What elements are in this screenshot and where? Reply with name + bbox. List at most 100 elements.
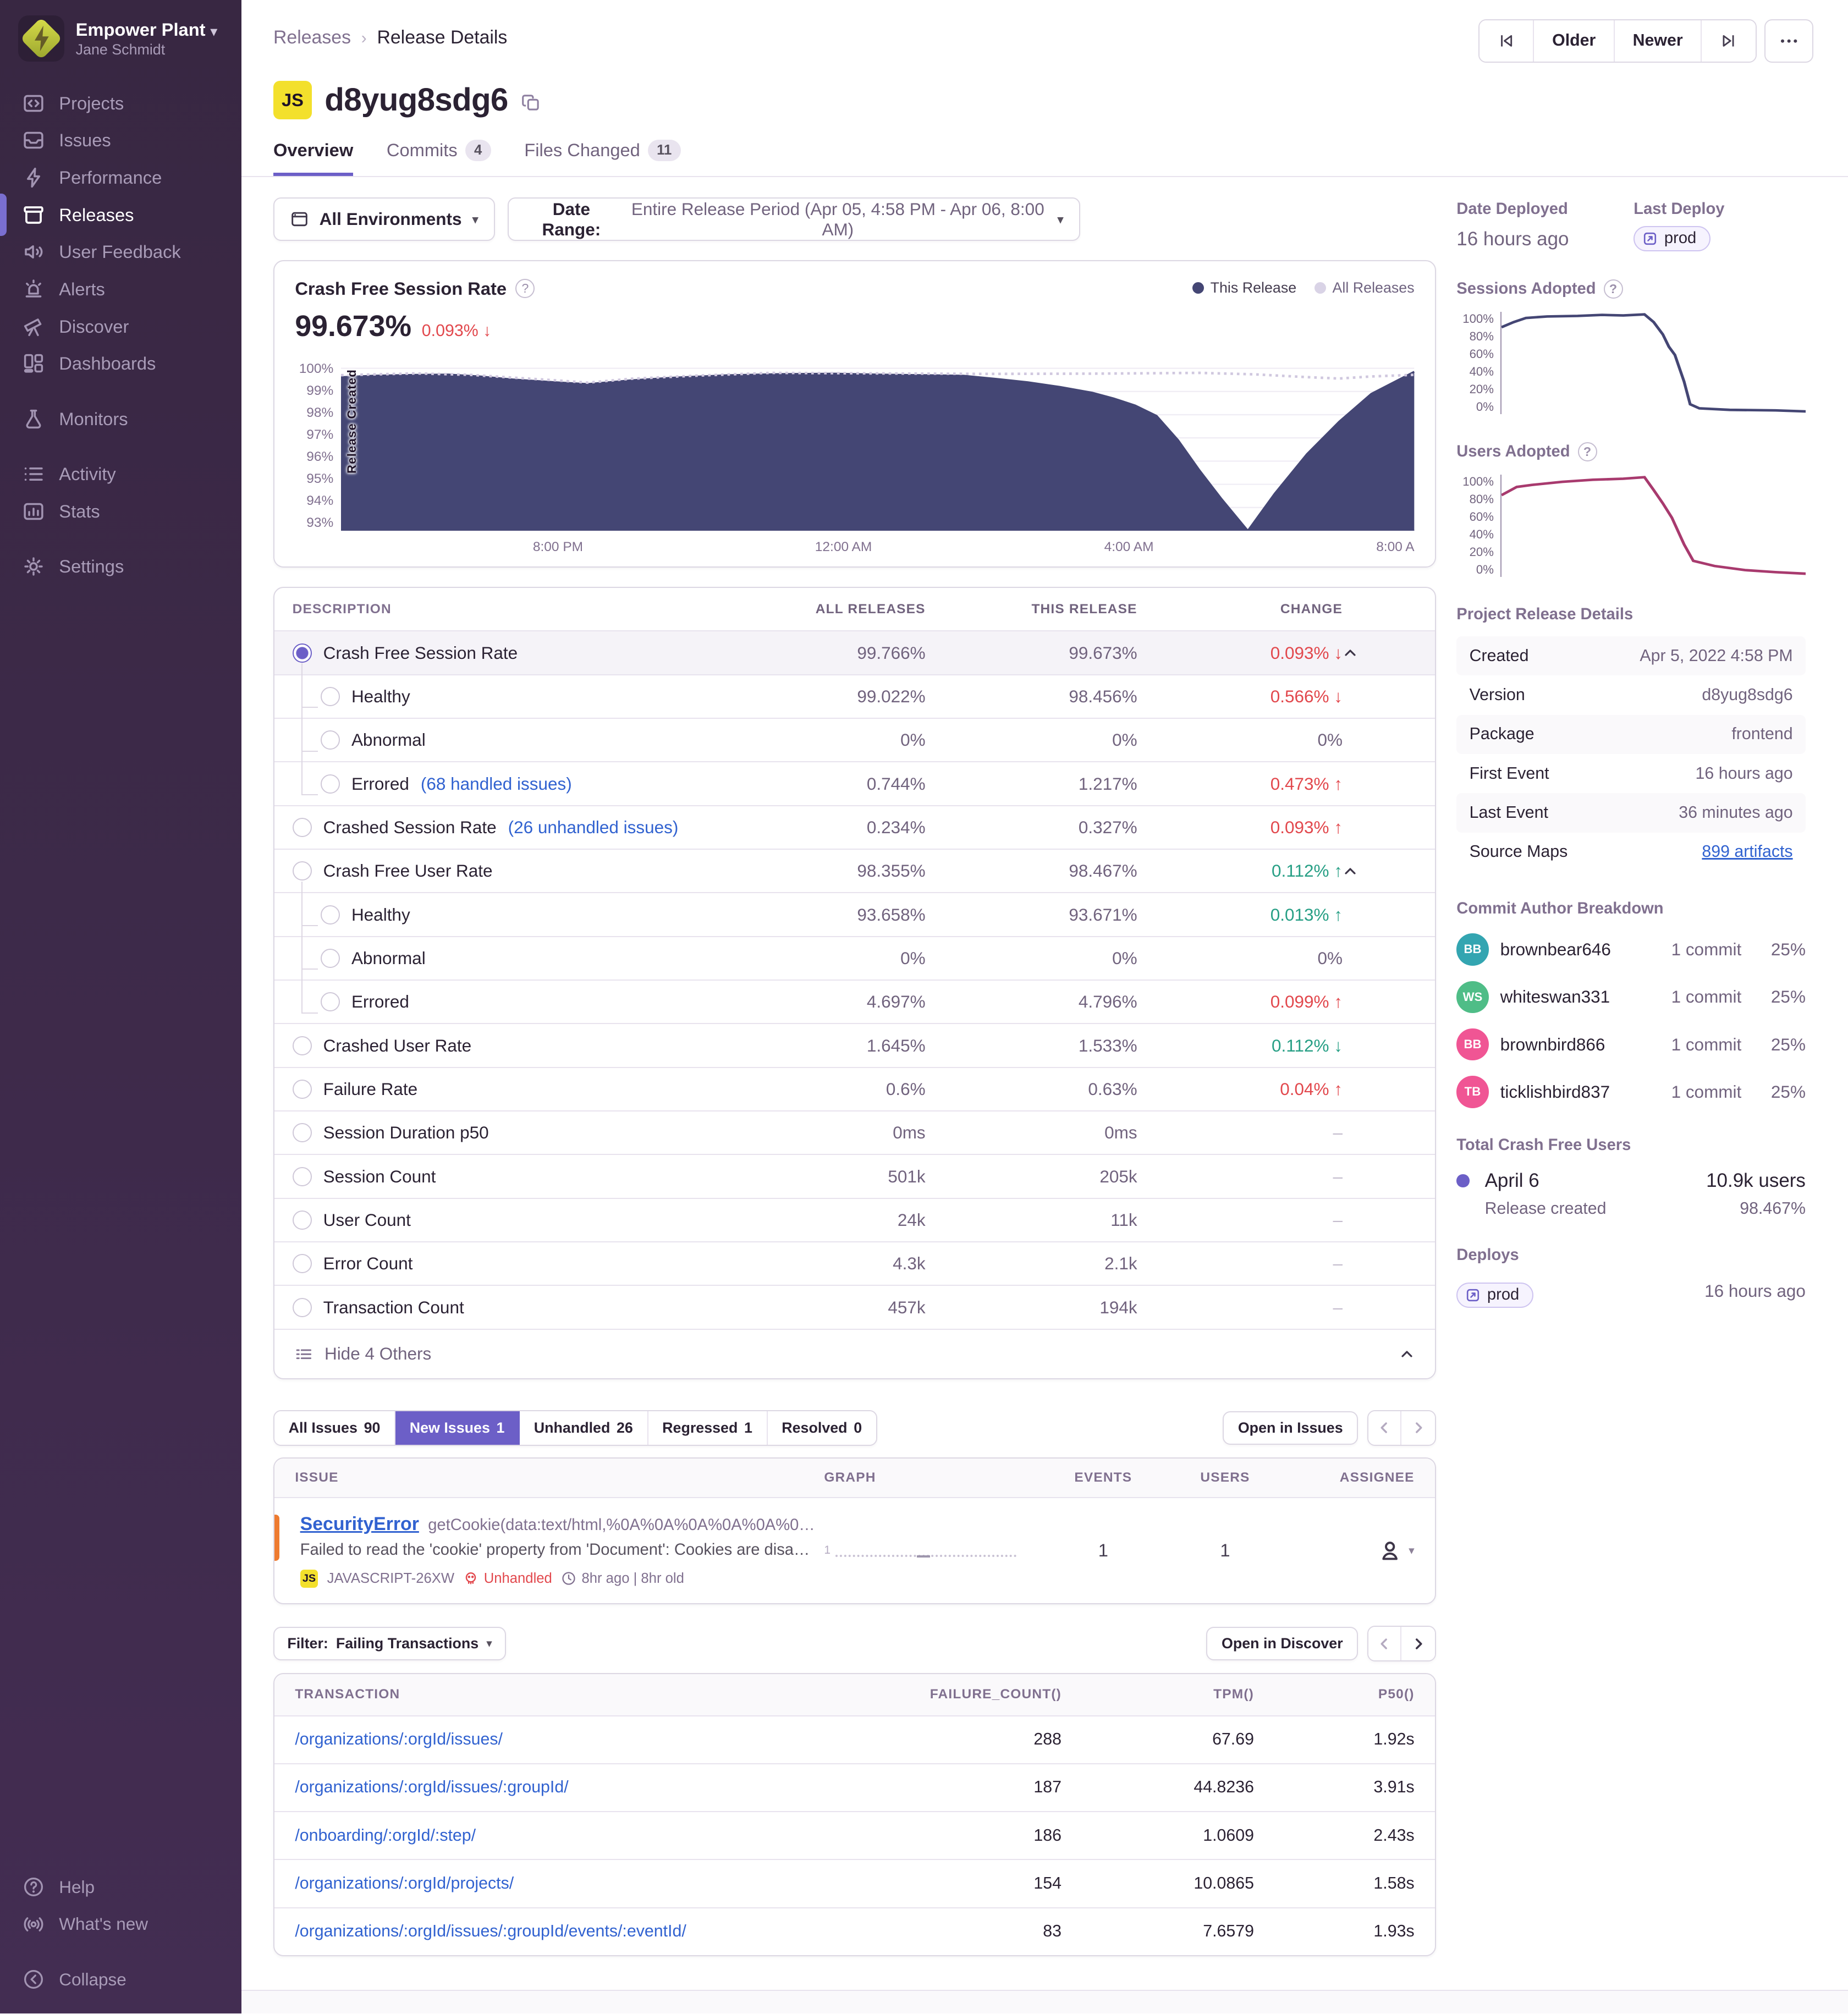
issue-culprit: getCookie(data:text/html,%0A%0A%0A%0A%0A…	[428, 1516, 815, 1534]
sidebar-item-user-feedback[interactable]: User Feedback	[0, 234, 241, 271]
radio[interactable]	[292, 1036, 312, 1055]
platform-badge: JS	[300, 1569, 318, 1588]
tab-unhandled[interactable]: Unhandled 26	[520, 1411, 648, 1445]
newer-button[interactable]: Newer	[1615, 20, 1702, 62]
next-page-button[interactable]	[1401, 1627, 1435, 1660]
tab-new-issues[interactable]: New Issues 1	[395, 1411, 520, 1445]
sidebar-item-performance[interactable]: Performance	[0, 159, 241, 196]
radio[interactable]	[292, 1166, 312, 1186]
breadcrumb-releases[interactable]: Releases	[273, 26, 351, 48]
radio[interactable]	[292, 1123, 312, 1143]
bar-chart-icon	[22, 500, 45, 523]
collapse-icon[interactable]	[1343, 645, 1415, 661]
open-in-issues-button[interactable]: Open in Issues	[1223, 1411, 1358, 1445]
author-row: TB ticklishbird837 1 commit 25%	[1456, 1076, 1806, 1108]
source-maps-link[interactable]: 899 artifacts	[1702, 843, 1793, 861]
deploy-tag[interactable]: prod	[1456, 1282, 1533, 1308]
user-name: Jane Schmidt	[75, 41, 166, 58]
chevron-down-icon: ▾	[472, 212, 479, 227]
open-in-discover-button[interactable]: Open in Discover	[1206, 1627, 1358, 1660]
sidebar-item-discover[interactable]: Discover	[0, 308, 241, 345]
releases-icon	[22, 203, 45, 227]
hide-others-button[interactable]: Hide 4 Others	[274, 1330, 1435, 1378]
sidebar-item-issues[interactable]: Issues	[0, 122, 241, 159]
first-release-button[interactable]	[1479, 20, 1535, 62]
radio[interactable]	[292, 1210, 312, 1230]
sidebar-item-activity[interactable]: Activity	[0, 455, 241, 493]
tab-overview[interactable]: Overview	[273, 140, 354, 176]
copy-icon[interactable]	[521, 92, 541, 113]
help-icon	[22, 1875, 45, 1899]
help-circle-icon[interactable]: ?	[515, 279, 535, 299]
sidebar-item-stats[interactable]: Stats	[0, 493, 241, 530]
transaction-link[interactable]: /organizations/:orgId/issues/:groupId/ev…	[295, 1922, 686, 1941]
list-icon	[22, 463, 45, 486]
radio[interactable]	[320, 774, 340, 794]
help-circle-icon[interactable]: ?	[1603, 279, 1623, 299]
latest-release-button[interactable]	[1702, 20, 1756, 62]
transactions-filter[interactable]: Filter: Failing Transactions ▾	[273, 1627, 507, 1660]
environment-filter[interactable]: All Environments ▾	[273, 197, 495, 241]
radio[interactable]	[292, 817, 312, 837]
next-page-button[interactable]	[1401, 1411, 1435, 1445]
sidebar: Empower Plant ▾ Jane Schmidt Projects Iss…	[0, 0, 241, 2013]
sidebar-bottom: Help What's new Collapse	[0, 1868, 241, 2013]
legend-this-release: This Release	[1192, 279, 1296, 296]
issues-header: Issue Graph Events Users Assignee	[274, 1458, 1435, 1498]
tab-regressed[interactable]: Regressed 1	[648, 1411, 768, 1445]
sidebar-item-collapse[interactable]: Collapse	[0, 1961, 241, 1998]
x-axis: 8:00 PM 12:00 AM 4:00 AM 8:00 A	[532, 540, 1415, 555]
issue-title-link[interactable]: SecurityError	[300, 1513, 419, 1534]
release-sidebar: Date Deployed 16 hours ago Last Deploy p…	[1456, 197, 1806, 1308]
radio-selected[interactable]	[292, 643, 312, 663]
sidebar-item-dashboards[interactable]: Dashboards	[0, 345, 241, 383]
deploys-title: Deploys	[1456, 1246, 1519, 1264]
y-axis: 100% 99% 98% 97% 96% 95% 94% 93%	[299, 361, 334, 530]
assignee-selector[interactable]: ▾	[1286, 1538, 1415, 1562]
collapse-icon[interactable]	[1343, 863, 1415, 879]
radio[interactable]	[292, 1079, 312, 1099]
handled-issues-link[interactable]: (68 handled issues)	[420, 773, 572, 794]
org-switcher[interactable]: Empower Plant ▾ Jane Schmidt	[0, 0, 241, 80]
tab-resolved[interactable]: Resolved 0	[767, 1411, 876, 1445]
prev-page-button[interactable]	[1368, 1411, 1402, 1445]
prev-page-button[interactable]	[1368, 1627, 1402, 1660]
more-actions-button[interactable]	[1764, 19, 1813, 63]
unhandled-issues-link[interactable]: (26 unhandled issues)	[508, 817, 679, 837]
sidebar-item-alerts[interactable]: Alerts	[0, 271, 241, 308]
sidebar-item-releases[interactable]: Releases	[0, 194, 241, 236]
sidebar-item-monitors[interactable]: Monitors	[0, 400, 241, 438]
older-button[interactable]: Older	[1534, 20, 1615, 62]
radio[interactable]	[320, 730, 340, 750]
unhandled-badge: Unhandled	[463, 1571, 552, 1587]
flask-icon	[22, 408, 45, 431]
radio[interactable]	[320, 948, 340, 968]
sidebar-item-projects[interactable]: Projects	[0, 85, 241, 122]
sidebar-item-settings[interactable]: Settings	[0, 548, 241, 585]
radio[interactable]	[320, 686, 340, 706]
radio[interactable]	[292, 1297, 312, 1317]
legend-all-releases: All Releases	[1314, 279, 1415, 296]
date-range-filter[interactable]: Date Range: Entire Release Period (Apr 0…	[508, 197, 1080, 241]
commit-authors-title: Commit Author Breakdown	[1456, 900, 1664, 918]
radio[interactable]	[320, 992, 340, 1012]
tab-files-changed[interactable]: Files Changed 11	[524, 140, 681, 175]
transaction-link[interactable]: /onboarding/:orgId/:step/	[295, 1826, 476, 1845]
help-circle-icon[interactable]: ?	[1577, 442, 1597, 462]
sidebar-item-help[interactable]: Help	[0, 1868, 241, 1906]
radio[interactable]	[320, 905, 340, 925]
sidebar-item-whats-new[interactable]: What's new	[0, 1906, 241, 1943]
transaction-link[interactable]: /organizations/:orgId/projects/	[295, 1874, 514, 1893]
transaction-link[interactable]: /organizations/:orgId/issues/:groupId/	[295, 1778, 569, 1797]
tab-commits[interactable]: Commits 4	[387, 140, 491, 175]
radio[interactable]	[292, 1254, 312, 1274]
page-title: d8yug8sdg6	[324, 82, 508, 118]
chart-legend: This Release All Releases	[1192, 279, 1415, 296]
radio[interactable]	[292, 861, 312, 881]
avatar: WS	[1456, 981, 1489, 1013]
transaction-link[interactable]: /organizations/:orgId/issues/	[295, 1730, 503, 1749]
tab-all-issues[interactable]: All Issues 90	[274, 1411, 396, 1445]
transactions-header: Transaction failure_count() tpm() p50()	[274, 1674, 1435, 1716]
deploy-tag[interactable]: prod	[1634, 225, 1711, 251]
chevron-down-icon: ▾	[486, 1637, 492, 1650]
